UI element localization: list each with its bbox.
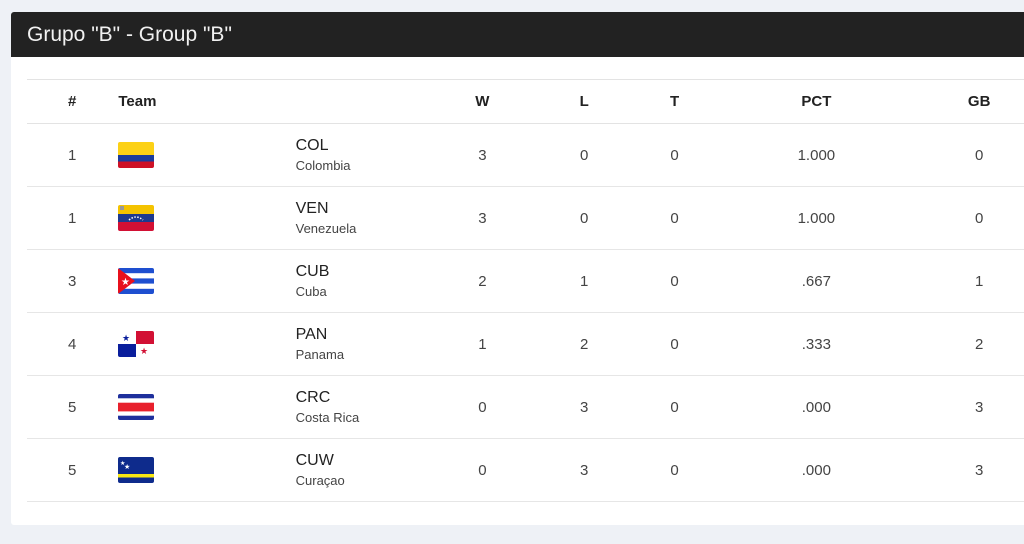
pct: .000	[711, 375, 922, 439]
venezuela-flag-icon	[118, 205, 155, 231]
standings-table: # Team W L T PCT GB 1 COL Colombia 3 0 0 …	[27, 79, 1024, 502]
team-abbr[interactable]: CUW	[295, 452, 334, 469]
team-name: Venezuela	[295, 221, 357, 236]
team-name: Cuba	[295, 284, 327, 299]
rank: 4	[27, 312, 118, 376]
panama-flag-icon: ★ ★	[118, 331, 155, 357]
losses: 0	[530, 123, 638, 187]
games-behind: 3	[921, 375, 1024, 439]
svg-text:★: ★	[140, 346, 148, 356]
wins: 1	[434, 312, 531, 376]
wins: 3	[434, 123, 531, 187]
team-abbr[interactable]: CRC	[295, 389, 331, 406]
cuba-flag-icon: ★	[118, 268, 155, 294]
losses: 3	[530, 375, 638, 439]
team-name: Colombia	[295, 158, 351, 173]
team-name: Costa Rica	[295, 410, 360, 425]
table-row: 5 CRC Costa Rica 0 3 0 .000 3	[27, 375, 1024, 439]
ties: 0	[637, 249, 712, 313]
team-name: Panama	[295, 347, 345, 362]
wins: 0	[434, 438, 531, 502]
rank: 1	[27, 186, 118, 250]
col-t: T	[637, 79, 712, 124]
rank: 1	[27, 123, 118, 187]
ties: 0	[637, 375, 712, 439]
svg-text:★: ★	[122, 333, 130, 343]
table-row: 1 COL Colombia 3 0 0 1.000 0	[27, 123, 1024, 187]
table-row: 1 VEN Venezuela 3 0 0 1.000 0	[27, 186, 1024, 250]
pct: .333	[711, 312, 922, 376]
pct: 1.000	[711, 123, 922, 187]
table-header-row: # Team W L T PCT GB	[27, 79, 1024, 124]
pct: 1.000	[711, 186, 922, 250]
col-l: L	[530, 79, 638, 124]
table-row: 5 ★ ★ CUW Curaçao 0 3 0 .000 3	[27, 438, 1024, 502]
costa-rica-flag-icon	[118, 394, 155, 420]
standings-card: Grupo "B" - Group "B" # Team W L T PCT G…	[11, 12, 1024, 525]
svg-text:★: ★	[120, 460, 125, 467]
team-abbr[interactable]: VEN	[295, 200, 329, 217]
wins: 2	[434, 249, 531, 313]
pct: .667	[711, 249, 922, 313]
col-name-spacer	[295, 79, 435, 124]
games-behind: 3	[921, 438, 1024, 502]
curacao-flag-icon: ★ ★	[118, 457, 155, 483]
games-behind: 0	[921, 186, 1024, 250]
ties: 0	[637, 123, 712, 187]
table-row: 3 ★ CUB Cuba 2 1 0 .667 1	[27, 249, 1024, 313]
losses: 2	[530, 312, 638, 376]
rank: 5	[27, 375, 118, 439]
team-abbr[interactable]: COL	[295, 137, 329, 154]
rank: 5	[27, 438, 118, 502]
ties: 0	[637, 312, 712, 376]
team-abbr[interactable]: CUB	[295, 263, 330, 280]
pct: .000	[711, 438, 922, 502]
team-abbr[interactable]: PAN	[295, 326, 328, 343]
team-name: Curaçao	[295, 473, 345, 488]
card-title: Grupo "B" - Group "B"	[11, 12, 1024, 57]
col-w: W	[434, 79, 531, 124]
svg-text:★: ★	[121, 277, 130, 288]
col-pct: PCT	[711, 79, 922, 124]
svg-text:★: ★	[124, 463, 130, 471]
col-team: Team	[117, 79, 296, 124]
games-behind: 2	[921, 312, 1024, 376]
losses: 0	[530, 186, 638, 250]
losses: 1	[530, 249, 638, 313]
games-behind: 1	[921, 249, 1024, 313]
losses: 3	[530, 438, 638, 502]
wins: 3	[434, 186, 531, 250]
games-behind: 0	[921, 123, 1024, 187]
ties: 0	[637, 438, 712, 502]
col-gb: GB	[921, 79, 1024, 124]
wins: 0	[434, 375, 531, 439]
col-rank: #	[27, 79, 118, 124]
rank: 3	[27, 249, 118, 313]
colombia-flag-icon	[118, 142, 155, 168]
table-row: 4 ★ ★ PAN Panama 1 2 0 .333 2	[27, 312, 1024, 376]
ties: 0	[637, 186, 712, 250]
